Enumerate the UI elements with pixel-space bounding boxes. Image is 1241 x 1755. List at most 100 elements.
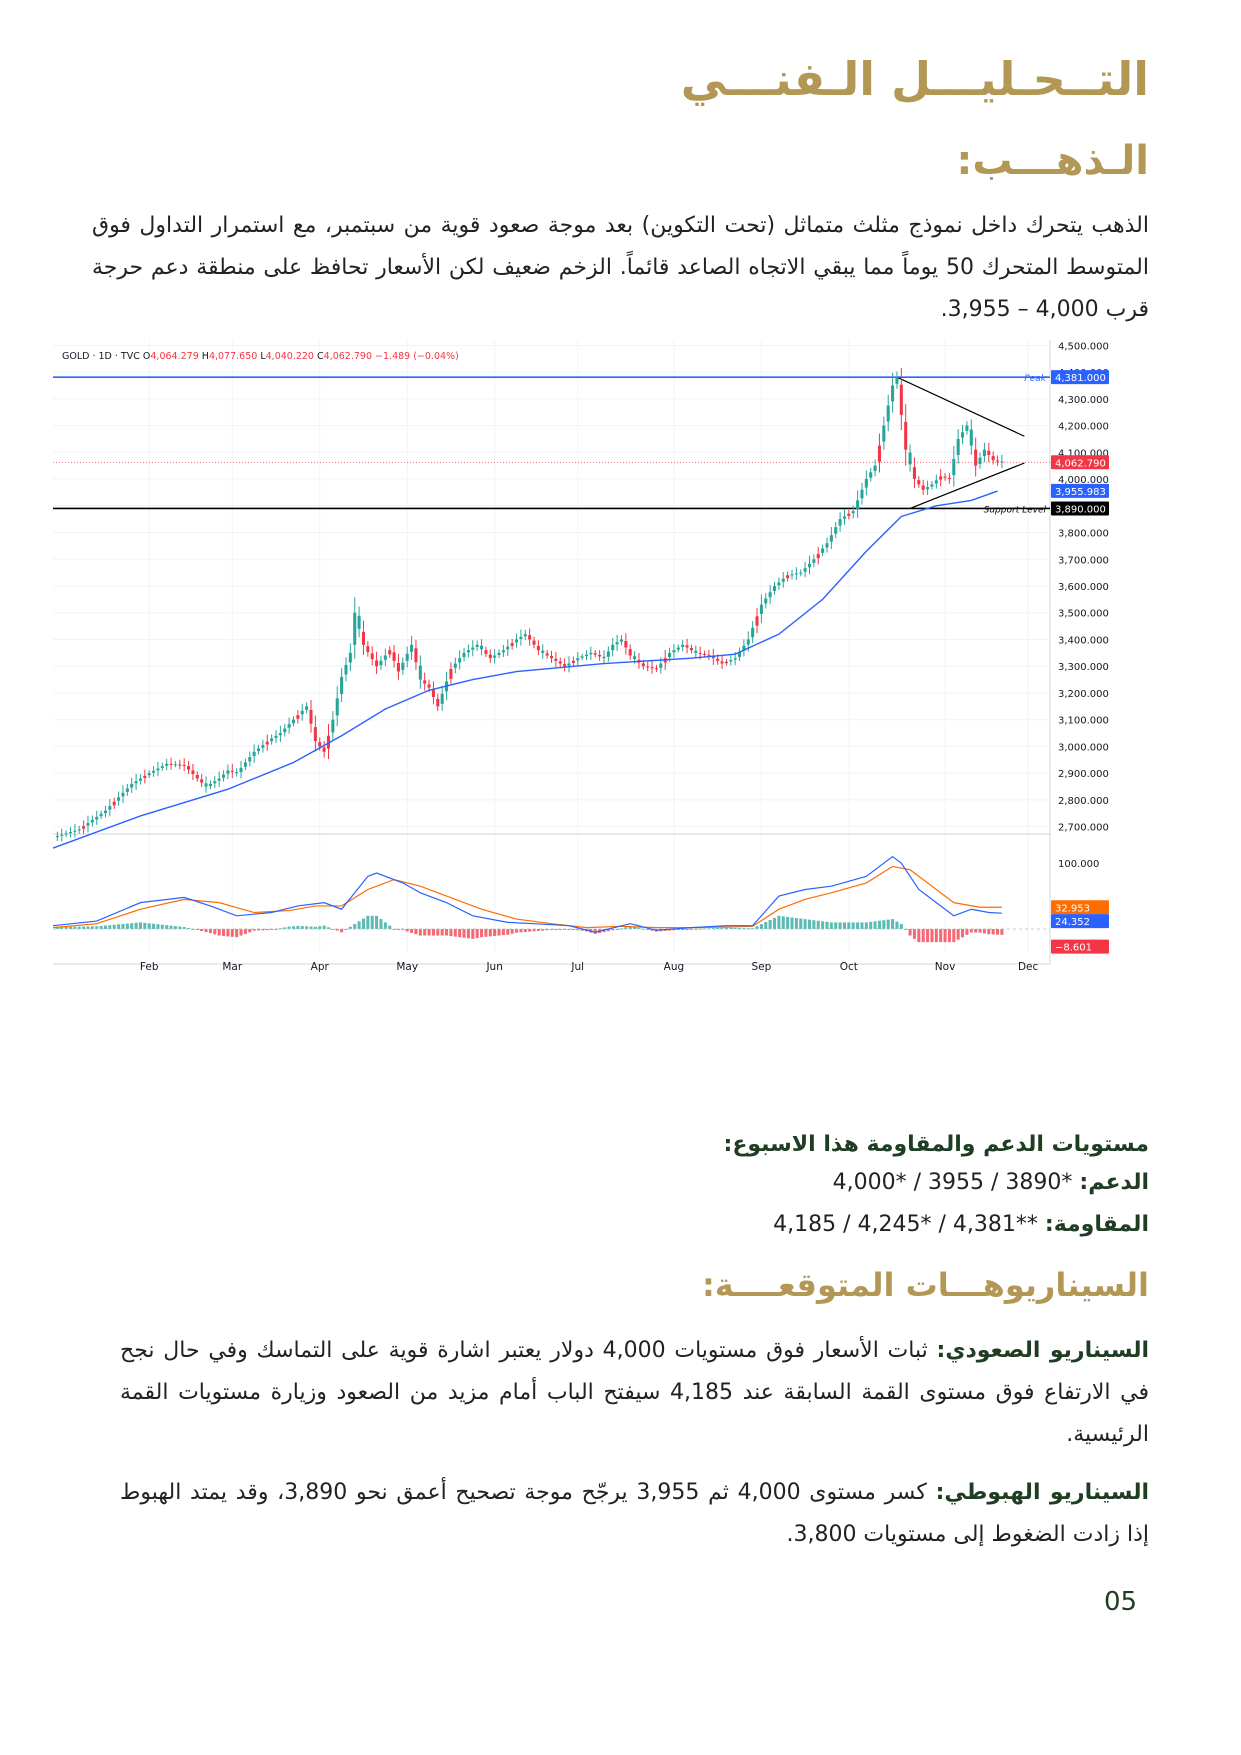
candle-body xyxy=(248,757,252,762)
macd-histogram-bar xyxy=(982,928,986,934)
candle-body xyxy=(786,575,790,579)
macd-histogram-bar xyxy=(777,915,781,929)
candle-body xyxy=(427,684,431,688)
candle-body xyxy=(357,615,361,629)
candle-body xyxy=(423,680,427,684)
candle-body xyxy=(519,636,523,639)
candle-body xyxy=(742,645,746,651)
chart-symbol-label: GOLD · 1D · TVC O4,064.279 H4,077.650 L4… xyxy=(62,351,459,362)
candle-body xyxy=(410,644,414,652)
macd-histogram-bar xyxy=(939,928,943,943)
candle-body xyxy=(659,663,663,668)
candle-body xyxy=(514,639,519,643)
candle-body xyxy=(598,654,602,657)
candle-body xyxy=(549,656,554,659)
macd-histogram-bar xyxy=(270,928,274,930)
macd-histogram-bar xyxy=(488,928,492,937)
candle-body xyxy=(331,719,335,733)
candle-body xyxy=(947,477,951,480)
macd-histogram-bar xyxy=(396,928,400,930)
candle-body xyxy=(829,535,833,542)
candle-body xyxy=(864,479,868,488)
macd-histogram-bar xyxy=(978,928,982,933)
macd-histogram-bar xyxy=(720,927,724,929)
macd-histogram-bar xyxy=(418,928,422,936)
macd-histogram-bar xyxy=(838,922,842,929)
macd-histogram-bar xyxy=(361,918,365,929)
last-price-tag-bg xyxy=(1051,455,1109,470)
macd-histogram-bar xyxy=(886,919,890,929)
candle-body xyxy=(969,429,973,446)
candle-body xyxy=(138,778,142,781)
candle-body xyxy=(152,770,156,773)
candle-body xyxy=(112,801,116,806)
candle-body xyxy=(764,598,768,604)
macd-histogram-bar xyxy=(733,927,737,929)
macd-histogram-bar xyxy=(208,928,212,934)
macd-line xyxy=(52,855,1002,933)
macd-histogram-bar xyxy=(152,923,156,929)
candle-body xyxy=(912,467,916,480)
candle-body xyxy=(563,664,567,667)
macd-histogram-bar xyxy=(637,927,641,929)
macd-histogram-bar xyxy=(55,926,59,929)
gold-price-chart[interactable]: Feb Mar Apr May Jun Jul Aug Sep Oct Nov Dec 2,700.… xyxy=(50,340,1180,1090)
candle-body xyxy=(689,648,693,651)
macd-histogram-bar xyxy=(252,928,256,931)
macd-histogram-bar xyxy=(506,928,510,935)
intro-paragraph: الذهب يتحرك داخل نموذج مثلث متماثل (تحت … xyxy=(92,213,1149,322)
level-name-label: Peak xyxy=(1024,374,1046,384)
candle-body xyxy=(252,751,256,757)
macd-histogram-bar xyxy=(930,928,934,943)
macd-histogram-bar xyxy=(222,928,226,936)
candle-body xyxy=(860,489,864,499)
candle-body xyxy=(676,647,680,650)
candle-body xyxy=(668,652,672,658)
candle-body xyxy=(86,823,90,826)
candle-body xyxy=(851,511,855,514)
x-tick-label: Feb xyxy=(140,961,159,973)
macd-histogram-bar xyxy=(68,926,73,929)
y-tick-label: 4,000.000 xyxy=(1058,475,1109,486)
macd-histogram-bar xyxy=(82,926,86,929)
candle-body xyxy=(746,639,750,645)
bullish-key: السيناريو الصعودي: xyxy=(936,1338,1150,1363)
candle-body xyxy=(856,500,860,509)
macd-histogram-bar xyxy=(112,924,116,929)
candle-body xyxy=(466,650,470,653)
macd-histogram-bar xyxy=(458,928,462,938)
candle-body xyxy=(405,653,409,661)
candle-body xyxy=(243,762,247,767)
bullish-text: ثبات الأسعار فوق مستويات 4,000 دولار يعت… xyxy=(120,1338,1150,1447)
macd-histogram-bar xyxy=(864,922,868,929)
candle-body xyxy=(169,763,173,765)
macd-histogram-bar xyxy=(908,928,912,936)
candle-body xyxy=(794,573,798,575)
macd-histogram-bar xyxy=(851,922,855,929)
candle-body xyxy=(532,640,536,645)
macd-histogram-bar xyxy=(611,928,615,931)
candle-body xyxy=(886,405,890,422)
candle-body xyxy=(182,764,186,766)
macd-histogram-bar xyxy=(768,919,772,929)
macd-histogram-bar xyxy=(388,925,392,929)
macd-histogram-bar xyxy=(772,917,777,929)
candle-body xyxy=(326,735,331,749)
candle-body xyxy=(781,578,785,582)
macd-histogram-bar xyxy=(571,928,575,930)
candle-body xyxy=(274,735,278,738)
candle-body xyxy=(322,747,326,752)
candle-body xyxy=(344,664,348,675)
candle-body xyxy=(270,738,274,742)
candle-body xyxy=(414,648,418,663)
candle-body xyxy=(834,527,838,534)
candle-body xyxy=(125,788,129,792)
macd-histogram-bar xyxy=(77,926,81,929)
x-tick-label: Aug xyxy=(664,961,685,973)
candle-body xyxy=(318,742,322,747)
macd-histogram-bar xyxy=(335,928,339,931)
candle-body xyxy=(602,656,606,659)
macd-histogram-bar xyxy=(567,928,571,930)
x-tick-label: Apr xyxy=(311,961,330,973)
candle-body xyxy=(991,456,995,461)
